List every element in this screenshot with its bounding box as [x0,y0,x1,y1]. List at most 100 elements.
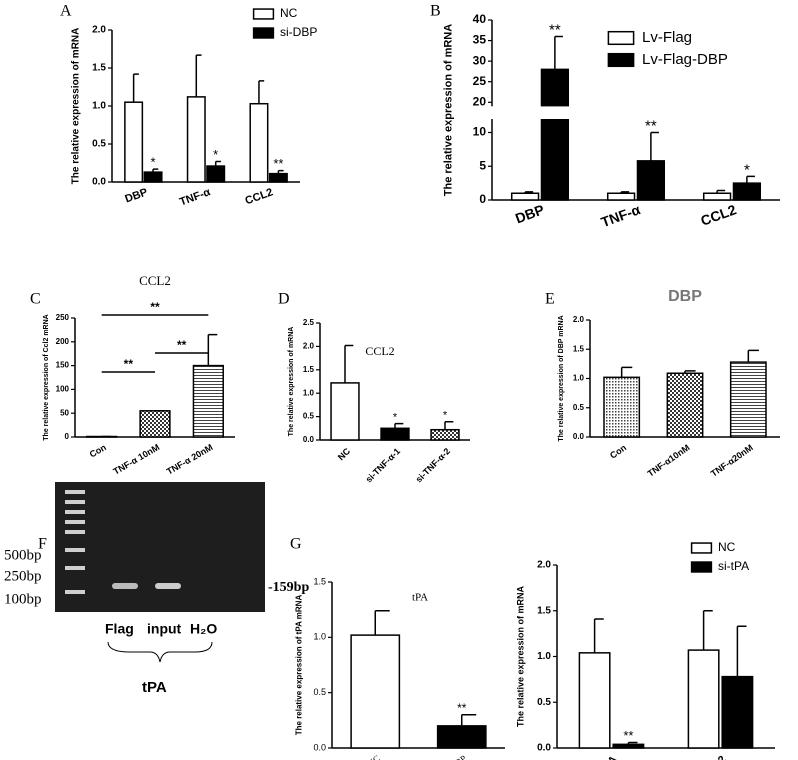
error-bar [132,73,139,103]
significance: * [744,161,750,178]
error-bar [620,366,633,378]
y-tick-label: 1.5 [92,63,106,74]
legend-label: si-DBP [280,25,317,39]
significance: ** [645,117,657,134]
y-tick-label: 35 [473,33,487,47]
bar [540,68,570,201]
bar [729,361,767,438]
bar [612,743,645,749]
significance: ** [549,21,561,38]
chart-title: DBP [668,288,702,305]
panel-label: F [38,536,47,553]
ladder-label: 100bp [4,591,42,607]
bar [732,182,762,201]
error-bar [344,344,354,383]
error-bar [747,349,759,363]
bar [430,428,460,441]
y-axis-label: The relative expression of mRNA [71,28,82,185]
y-tick-label: 5 [479,158,486,172]
gel-band [155,583,181,589]
x-tick-label: CCL2 [244,186,275,207]
error-bar [650,131,659,161]
gel-image [55,482,265,612]
y-tick-label: 2.0 [573,315,585,324]
x-tick-label: DBP [513,201,546,226]
y-tick-label: 2.5 [303,318,315,327]
significance: ** [177,338,187,352]
y-tick-label: 1.0 [537,651,551,662]
bar [186,96,206,183]
legend-label: Lv-Flag [642,29,692,46]
error-bar [277,169,284,174]
y-tick-label: 1.5 [313,576,326,586]
legend-label: Lv-Flag-DBP [642,51,728,68]
y-axis-label: The relative expression of mRNA [288,327,295,437]
panel-label: E [545,291,555,308]
legend-swatch [252,27,275,39]
x-tick-label: tPA [598,754,619,760]
x-tick-label: NC [336,446,353,463]
legend-label: si-tPA [718,559,749,573]
x-tick-label: TNF-α10nM [646,442,692,478]
bar [143,171,163,183]
error-bar [374,610,390,636]
y-axis-label: The relative expression of tPA mRNA [295,595,304,736]
x-tick-label: TNF-α [599,201,643,230]
error-bar [736,625,747,677]
error-bar [444,420,454,430]
x-tick-label: Con [608,442,628,460]
chart-title: CCL2 [365,344,394,358]
y-tick-label: 0.5 [303,412,315,421]
significance: * [443,410,448,422]
ladder [65,490,85,594]
brace [107,641,213,663]
bar [636,160,666,201]
y-tick-label: 20 [473,94,487,108]
lane-label: input [147,621,182,637]
y-tick-label: 250 [56,313,70,322]
significance: ** [623,728,633,743]
y-tick-label: 2.0 [92,25,106,36]
bar [666,372,704,438]
x-tick-label: CCL2 [698,201,738,229]
bar [687,649,720,749]
y-tick-label: 10 [473,125,487,139]
bar [578,652,611,749]
y-tick-label: 1.5 [303,365,315,374]
y-tick-label: 50 [60,408,69,417]
y-axis-label: The relative expression of DBP mRNA [558,315,565,441]
legend-label: NC [718,540,736,554]
y-tick-label: 1.0 [303,388,315,397]
error-bar [258,80,265,104]
y-axis-label: The relative expression of Ccl2 mRNA [43,314,50,440]
y-tick-label: 40 [473,12,487,26]
panel-label: C [30,291,41,308]
chart-title: CCL2 [139,273,171,288]
y-tick-label: 1.5 [537,605,551,616]
legend-swatch [607,30,635,46]
y-tick-label: 0 [479,192,486,206]
legend-swatch [690,561,713,573]
y-tick-label: 1.0 [313,632,326,642]
bar [603,376,641,438]
error-bar [394,422,404,429]
y-axis-label: The relative expression of mRNA [443,24,455,196]
bar [606,192,636,201]
x-tick-label: TNF-α20nM [709,442,755,478]
error-bar [152,168,159,173]
lane-label: Flag [105,621,134,637]
legend-label: NC [280,6,298,20]
legend-swatch [607,52,635,68]
bar [350,634,401,749]
bar [206,165,226,183]
y-tick-label: 1.0 [92,101,106,112]
bar [721,675,754,749]
x-tick-label: TNF-α 20nM [165,442,215,476]
y-tick-label: 0.0 [573,432,585,441]
x-tick-label: si-DBP [441,753,468,760]
bar [436,725,487,749]
y-tick-label: 30 [473,53,487,67]
y-tick-label: 1.5 [573,344,585,353]
error-bar [461,714,477,726]
y-tick-label: 200 [56,337,70,346]
